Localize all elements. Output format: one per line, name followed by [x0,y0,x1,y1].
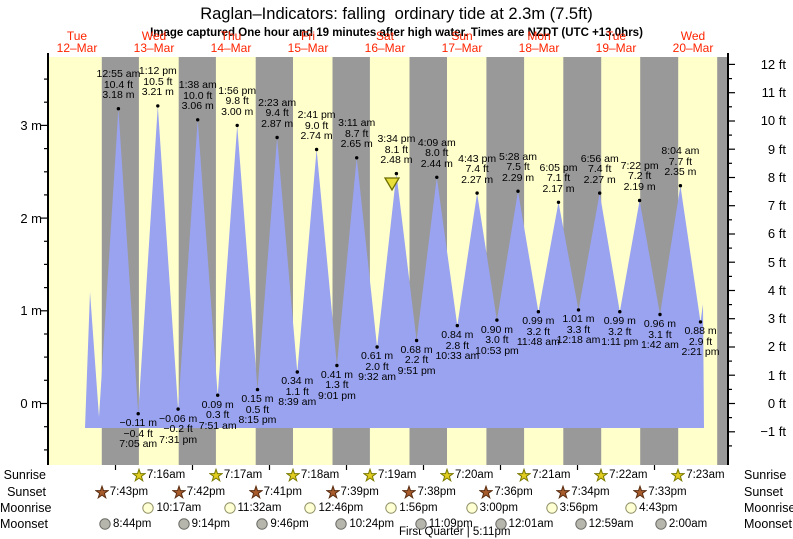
tide-extreme-dot [658,312,662,317]
tide-extreme-dot [556,200,561,204]
tide-extreme-dot [495,318,499,322]
chart-subtitle: Image captured One hour and 19 minutes a… [150,27,643,39]
tide-extreme-dot [576,308,581,312]
tide-extreme-dot [196,118,200,122]
tide-extreme-dot [116,107,121,111]
tide-extreme-dot [598,191,602,195]
tide-extreme-dot [375,345,379,349]
tide-extreme-dot [355,156,359,160]
tide-extreme-dot [618,310,622,314]
tide-extreme-dot [475,191,479,195]
tide-extreme-dot [435,175,439,179]
tide-extreme-dot [335,363,339,368]
page-title: Raglan–Indicators: falling ordinary tide… [200,5,593,23]
current-tide-marker-icon [383,177,401,192]
tide-extreme-dot [455,323,459,328]
tide-extreme-dot [536,310,541,314]
tide-extreme-dot [516,189,520,193]
tide-extreme-dot [235,123,239,128]
tide-extreme-dot [156,104,160,108]
tide-extreme-dot [216,393,220,397]
night-band [717,57,728,465]
tide-extreme-dot [637,198,642,203]
tide-extreme-dot [275,135,279,140]
tide-extreme-dot [295,370,299,374]
tide-extreme-dot [176,407,180,411]
tide-extreme-dot [255,387,260,392]
tide-extreme-dot [698,320,703,324]
tide-extreme-dot [678,184,683,188]
tide-extreme-dot [314,147,319,152]
tide-area [85,105,704,429]
tide-extreme-dot [414,338,419,343]
tide-extreme-dot [136,412,140,416]
tide-extreme-dot [394,171,399,176]
